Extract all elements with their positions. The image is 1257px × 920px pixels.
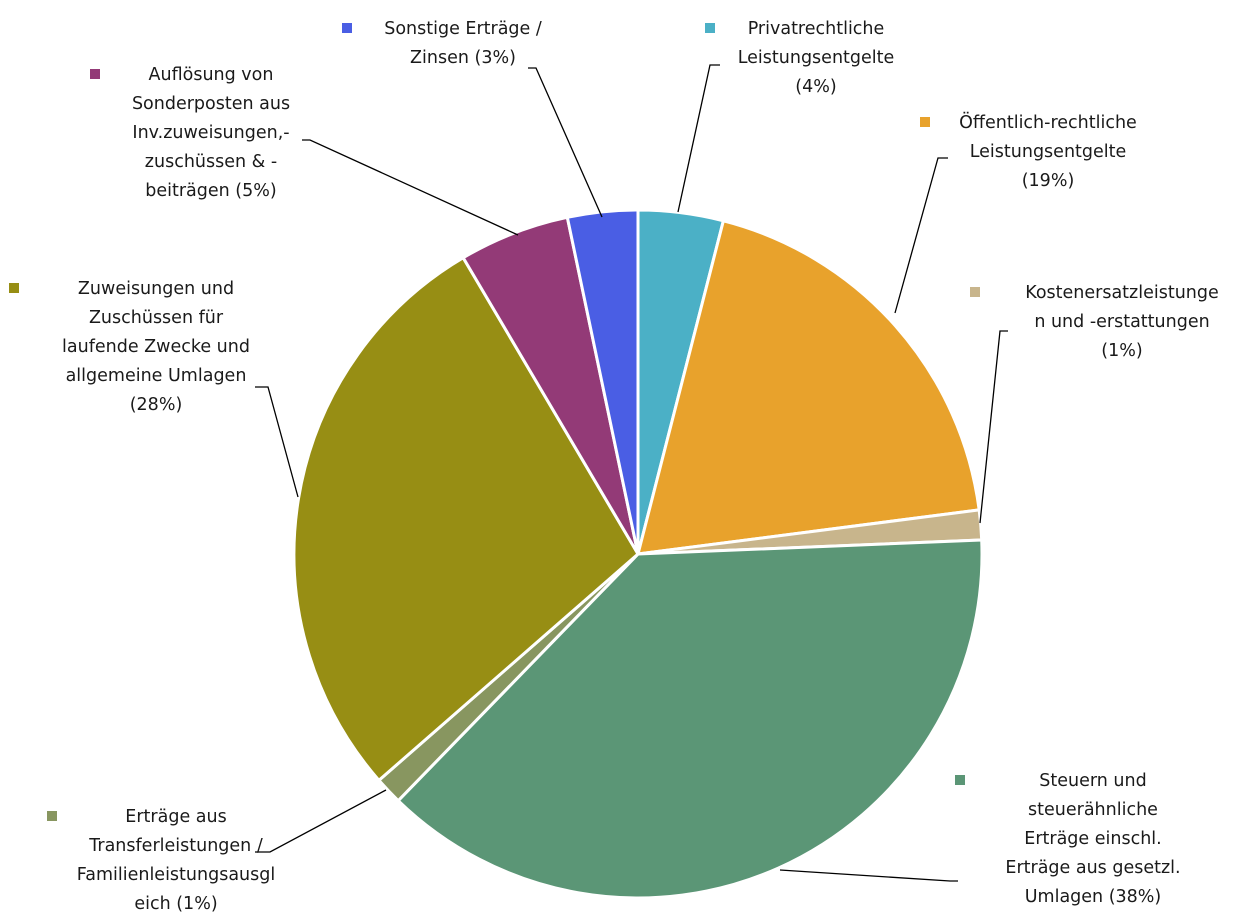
leader-lines bbox=[255, 64, 1008, 882]
slice-label-line: Transferleistungen / bbox=[88, 836, 263, 856]
slice-label-line: Inv.zuweisungen,- bbox=[132, 123, 289, 143]
pie-slice bbox=[565, 208, 640, 555]
slice-label-line: Auflösung von bbox=[149, 65, 274, 85]
slice-label-line: (4%) bbox=[795, 77, 836, 97]
slice-label-line: Privatrechtliche bbox=[748, 19, 885, 39]
leader-line bbox=[979, 330, 1008, 524]
legend-marker bbox=[970, 287, 980, 297]
leader-line bbox=[894, 157, 948, 314]
slice-label-line: Umlagen (38%) bbox=[1025, 887, 1162, 907]
legend-marker bbox=[90, 69, 100, 79]
pie-slice bbox=[635, 218, 981, 556]
legend-marker bbox=[920, 117, 930, 127]
legend-marker bbox=[9, 283, 19, 293]
slice-label-line: (28%) bbox=[130, 395, 183, 415]
slice-label-line: n und -erstattungen bbox=[1034, 312, 1209, 332]
leader-line bbox=[779, 869, 958, 882]
slice-label-line: (1%) bbox=[1101, 341, 1142, 361]
legend-marker bbox=[705, 23, 715, 33]
legend-marker bbox=[955, 775, 965, 785]
slice-label-line: Zuschüssen für bbox=[89, 308, 224, 328]
slice-label-line: Sonderposten aus bbox=[132, 94, 290, 114]
slice-label-line: Leistungsentgelte bbox=[970, 142, 1127, 162]
pie-slices bbox=[292, 208, 984, 900]
slice-label-line: zuschüssen & - bbox=[145, 152, 277, 172]
slice-label-line: Sonstige Erträge / bbox=[384, 19, 542, 39]
slice-label-line: eich (1%) bbox=[134, 894, 217, 914]
pie-slice bbox=[396, 538, 984, 900]
slice-label-line: Kostenersatzleistunge bbox=[1025, 283, 1219, 303]
leader-line bbox=[528, 67, 603, 218]
slice-label-line: Erträge aus bbox=[125, 807, 226, 827]
leader-line bbox=[255, 789, 387, 853]
leader-line bbox=[677, 64, 720, 213]
slice-label-line: Erträge einschl. bbox=[1024, 829, 1161, 849]
slice-labels: Privatrechtliche Leistungsentgelte (4%) Öff… bbox=[9, 19, 1219, 914]
pie-slice bbox=[292, 255, 640, 783]
slice-label-line: Zuweisungen und bbox=[78, 279, 234, 299]
slice-label-line: allgemeine Umlagen bbox=[66, 366, 247, 386]
leader-line bbox=[255, 386, 299, 498]
leader-line bbox=[302, 139, 519, 236]
slice-label-line: laufende Zwecke und bbox=[62, 337, 250, 357]
legend-marker bbox=[47, 811, 57, 821]
slice-label-line: Leistungsentgelte bbox=[738, 48, 895, 68]
slice-label-line: Erträge aus gesetzl. bbox=[1005, 858, 1180, 878]
slice-label-line: steuerähnliche bbox=[1028, 800, 1158, 820]
slice-label-line: Öffentlich-rechtliche bbox=[959, 111, 1137, 133]
slice-label-line: Steuern und bbox=[1039, 771, 1146, 791]
slice-label-line: beiträgen (5%) bbox=[145, 181, 276, 201]
legend-marker bbox=[342, 23, 352, 33]
slice-label-line: (19%) bbox=[1022, 171, 1075, 191]
slice-label-line: Zinsen (3%) bbox=[410, 48, 516, 68]
slice-label-line: Familienleistungsausgl bbox=[77, 865, 275, 885]
